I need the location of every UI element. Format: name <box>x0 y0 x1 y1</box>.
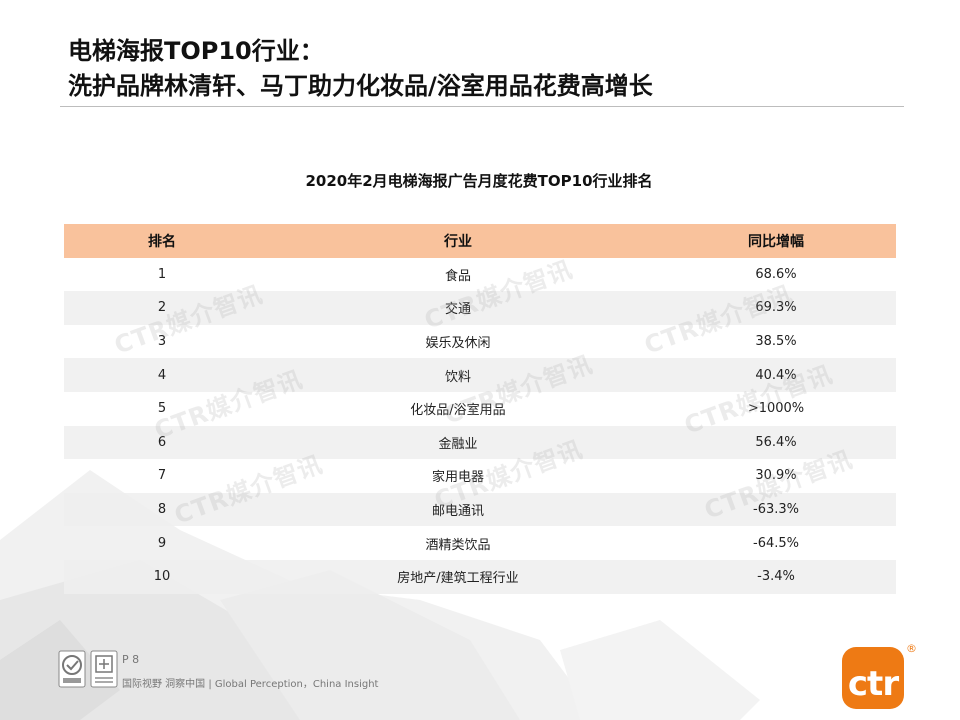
growth-cell: 40.4% <box>755 367 797 383</box>
table-row: 5 化妆品/浴室用品 >1000% <box>64 392 896 426</box>
table-row: 4 饮料 40.4% <box>64 358 896 392</box>
rank-cell: 9 <box>157 535 167 551</box>
industry-cell: 化妆品/浴室用品 <box>410 403 506 419</box>
rank-cell: 6 <box>157 434 167 450</box>
growth-cell: -64.5% <box>753 535 799 551</box>
table-row: 6 金融业 56.4% <box>64 425 896 460</box>
registered-mark: ® <box>906 642 917 655</box>
growth-cell: 38.5% <box>755 334 797 350</box>
rank-cell: 2 <box>157 300 167 316</box>
growth-cell: 68.6% <box>755 266 797 282</box>
table-row: 10 房地产/建筑工程行业 -3.4% <box>64 559 896 594</box>
certification-logos <box>58 650 118 688</box>
rank-cell: 5 <box>157 401 167 417</box>
slide-title: 电梯海报TOP10行业： 洗护品牌林清轩、马丁助力化妆品/浴室用品花费高增长 <box>68 34 653 104</box>
growth-cell: 30.9% <box>755 468 797 484</box>
ctr-logo-text: ctr <box>847 664 899 704</box>
growth-cell: >1000% <box>747 401 805 417</box>
industry-cell: 房地产/建筑工程行业 <box>397 571 519 587</box>
rank-cell: 8 <box>157 502 167 518</box>
ranking-table: 排名 行业 同比增幅 1 食品 68.6% 2 交通 69.3% 3 娱乐及休闲… <box>64 224 896 594</box>
table-row: 2 交通 69.3% <box>64 291 896 325</box>
table-row: 8 邮电通讯 -63.3% <box>64 492 896 527</box>
industry-cell: 家用电器 <box>431 470 484 486</box>
quality-certificate-icon <box>90 650 118 688</box>
industry-cell: 饮料 <box>444 369 471 385</box>
growth-cell: -63.3% <box>753 502 799 518</box>
industry-cell: 食品 <box>444 268 471 284</box>
header-rank: 排名 <box>148 233 176 250</box>
title-divider <box>60 106 904 107</box>
growth-cell: 56.4% <box>755 434 797 450</box>
industry-cell: 交通 <box>444 302 471 318</box>
page-number: P 8 <box>122 653 140 666</box>
industry-cell: 娱乐及休闲 <box>425 336 491 352</box>
header-industry: 行业 <box>444 233 472 250</box>
industry-cell: 金融业 <box>438 436 478 452</box>
header-yoy-growth: 同比增幅 <box>748 233 804 250</box>
industry-cell: 酒精类饮品 <box>425 537 491 553</box>
sgs-certification-icon <box>58 650 86 688</box>
ctr-logo: ctr <box>842 647 904 709</box>
rank-cell: 7 <box>157 468 167 484</box>
growth-cell: 69.3% <box>755 300 797 316</box>
footer-slogan: 国际视野 洞察中国 | Global Perception，China Insi… <box>122 679 379 690</box>
growth-cell: -3.4% <box>757 569 795 585</box>
rank-cell: 3 <box>157 334 167 350</box>
table-title: 2020年2月电梯海报广告月度花费TOP10行业排名 <box>305 172 653 190</box>
rank-cell: 10 <box>153 569 171 585</box>
table-row: 9 酒精类饮品 -64.5% <box>64 526 896 560</box>
table-row: 7 家用电器 30.9% <box>64 459 896 493</box>
rank-cell: 1 <box>157 266 167 282</box>
rank-cell: 4 <box>157 367 167 383</box>
table-row: 3 娱乐及休闲 38.5% <box>64 325 896 359</box>
slide-title-line-2: 洗护品牌林清轩、马丁助力化妆品/浴室用品花费高增长 <box>68 72 653 100</box>
industry-cell: 邮电通讯 <box>431 504 484 520</box>
table-header-row: 排名 行业 同比增幅 <box>64 224 896 258</box>
slide-title-line-1: 电梯海报TOP10行业： <box>68 37 324 65</box>
table-row: 1 食品 68.6% <box>64 258 896 292</box>
